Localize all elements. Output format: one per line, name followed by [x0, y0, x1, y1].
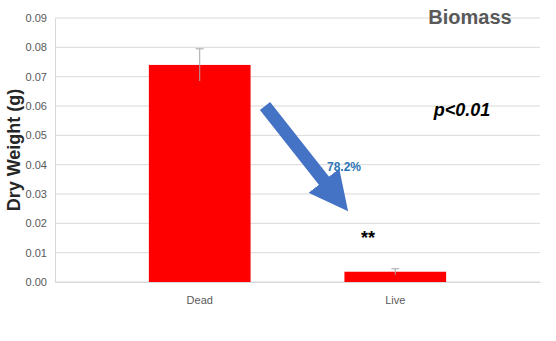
grid-line — [55, 223, 540, 224]
y-axis-line — [55, 19, 56, 283]
x-axis: Dead Live — [56, 282, 541, 306]
x-axis-line — [56, 282, 541, 283]
y-tick-label: 0.03 — [26, 188, 47, 200]
x-tick: Live — [385, 282, 405, 306]
y-tick-label: 0.09 — [26, 12, 47, 24]
y-tick: 0.01 — [26, 247, 55, 259]
plot-area — [149, 49, 446, 282]
y-axis-title: Dry Weight (g) — [4, 89, 24, 212]
y-axis: 0.00 0.01 0.02 0.03 0.04 0.05 0.06 0.07 0.08 0.09 — [26, 12, 56, 288]
x-tick: Dead — [187, 282, 213, 306]
y-tick: 0.08 — [26, 41, 55, 53]
bar — [149, 65, 251, 282]
error-bar — [391, 269, 399, 275]
grid — [55, 18, 540, 282]
y-tick-label: 0.00 — [26, 276, 47, 288]
y-tick: 0.04 — [26, 159, 55, 171]
chart: 0.00 0.01 0.02 0.03 0.04 0.05 0.06 0.07 0.08 0.09… — [0, 0, 556, 341]
y-tick-label: 0.07 — [26, 71, 47, 83]
grid-line — [55, 135, 540, 136]
annotation: 78.2% — [327, 160, 361, 174]
y-tick: 0.07 — [26, 71, 55, 83]
y-tick-label: 0.02 — [26, 217, 47, 229]
y-tick: 0.03 — [26, 188, 55, 200]
error-bar-stem — [395, 269, 396, 275]
error-bar — [196, 49, 204, 81]
x-tick-label: Live — [385, 294, 405, 306]
y-tick-label: 0.05 — [26, 129, 47, 141]
grid-line — [55, 47, 540, 48]
y-tick-label: 0.08 — [26, 41, 47, 53]
grid-line — [55, 282, 540, 283]
y-tick-label: 0.04 — [26, 159, 47, 171]
grid-line — [55, 164, 540, 165]
arrow — [265, 106, 336, 196]
y-tick: 0.06 — [26, 100, 55, 112]
grid-line — [55, 194, 540, 195]
y-tick-label: 0.01 — [26, 247, 47, 259]
error-bar-stem — [199, 49, 200, 81]
error-bar-cap — [391, 268, 399, 269]
y-tick: 0.02 — [26, 217, 55, 229]
y-tick: 0.00 — [26, 276, 55, 288]
grid-line — [55, 252, 540, 253]
y-tick: 0.05 — [26, 129, 55, 141]
annotation: ** — [361, 228, 375, 248]
y-tick: 0.09 — [26, 12, 55, 24]
title: Biomass — [428, 6, 511, 28]
y-tick-label: 0.06 — [26, 100, 47, 112]
annotation: p<0.01 — [433, 100, 491, 120]
grid-line — [55, 76, 540, 77]
x-tick-label: Dead — [187, 294, 213, 306]
error-bar-cap — [196, 48, 204, 49]
